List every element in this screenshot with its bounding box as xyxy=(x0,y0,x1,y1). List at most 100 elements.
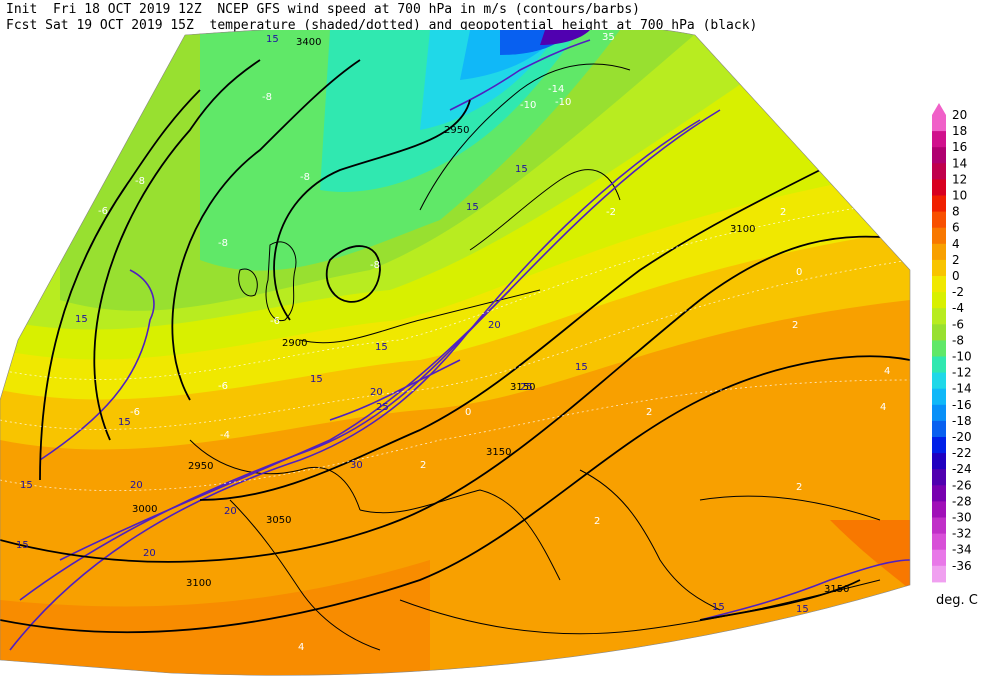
wind-contour-25 xyxy=(329,359,461,421)
height-contour-low-center xyxy=(325,245,381,303)
isotherm-b xyxy=(0,199,910,380)
legend-swatch xyxy=(932,147,946,164)
legend-label: -4 xyxy=(952,301,964,315)
legend-swatch xyxy=(932,404,946,422)
temp-band-8-east xyxy=(830,520,910,590)
legend-label: -2 xyxy=(952,285,964,299)
temp-band-m24 xyxy=(540,30,590,45)
height-contour-3050b xyxy=(199,159,841,501)
legend-label: -12 xyxy=(952,366,972,380)
height-contours xyxy=(0,59,910,634)
legend-label: 10 xyxy=(952,189,967,203)
wind-contour-15-west xyxy=(39,269,155,461)
legend-label: -24 xyxy=(952,462,972,476)
legend-swatch xyxy=(932,420,946,438)
temp-label: -8 xyxy=(300,172,310,183)
height-label: 2950 xyxy=(188,461,213,472)
temp-label: -6 xyxy=(130,407,140,418)
legend-swatch xyxy=(932,549,946,567)
temp-label: -2 xyxy=(606,207,616,218)
wind-contour-15-a xyxy=(9,119,701,651)
wind-label: 15 xyxy=(796,604,809,615)
height-label: 2900 xyxy=(282,338,307,349)
temperature-legend: 20181614121086420-2-4-6-8-10-12-14-16-18… xyxy=(932,103,972,583)
isotherm-c xyxy=(0,379,910,491)
temp-label: 0 xyxy=(796,267,802,278)
legend-label: 4 xyxy=(952,237,960,251)
temp-label: -8 xyxy=(262,92,272,103)
coast-north-sea xyxy=(299,289,541,344)
coast-iberia xyxy=(229,499,381,651)
coast-balkans xyxy=(579,469,721,611)
temp-label: -8 xyxy=(135,176,145,187)
wind-label: 25 xyxy=(520,382,533,393)
coast-black-sea xyxy=(699,495,881,521)
wind-label: 15 xyxy=(75,314,88,325)
legend-swatch xyxy=(932,517,946,535)
temp-label: 0 xyxy=(465,407,471,418)
coast-north-africa xyxy=(399,579,881,635)
height-label: 3150 xyxy=(486,447,511,458)
legend-swatch xyxy=(932,437,946,454)
temp-label: 4 xyxy=(884,366,890,377)
legend-swatch xyxy=(932,308,946,325)
wind-label: 20 xyxy=(130,480,143,491)
legend-arrow xyxy=(932,103,946,115)
legend-label: 12 xyxy=(952,172,967,186)
isotherm-a xyxy=(0,259,910,430)
height-contour-2950 xyxy=(273,99,471,321)
wind-label: 15 xyxy=(16,540,29,551)
height-label-group: 3400 2950 2900 2950 3000 3050 3100 3100 … xyxy=(132,37,849,595)
wind-label: 15 xyxy=(266,34,279,45)
coast-sweden xyxy=(469,169,621,251)
header-line-2: Fcst Sat 19 OCT 2019 15Z temperature (sh… xyxy=(6,18,757,34)
legend-label: -14 xyxy=(952,382,972,396)
wind-label: 15 xyxy=(118,417,131,428)
height-label: 3150 xyxy=(510,382,535,393)
legend-label: 6 xyxy=(952,221,960,235)
legend-label: 14 xyxy=(952,156,967,170)
temp-label: 4 xyxy=(298,642,304,653)
legend-swatch xyxy=(932,276,946,293)
wind-label: 25 xyxy=(376,402,389,413)
temp-label: 2 xyxy=(594,516,600,527)
temp-label: -14 xyxy=(548,84,564,95)
legend-label: 0 xyxy=(952,269,960,283)
legend-label: -32 xyxy=(952,527,972,541)
map-frame xyxy=(0,30,911,676)
temp-label: 2 xyxy=(780,207,786,218)
temp-label: 2 xyxy=(420,460,426,471)
legend-swatch xyxy=(932,485,946,502)
temp-label: -6 xyxy=(218,381,228,392)
legend-label: -10 xyxy=(952,350,972,364)
legend-swatch xyxy=(932,211,946,229)
wind-label: 15 xyxy=(310,374,323,385)
legend-swatch xyxy=(932,356,946,374)
legend-label: 8 xyxy=(952,205,960,219)
wind-contour-15-east xyxy=(699,559,910,621)
temp-label: -8 xyxy=(218,238,228,249)
legend-label: -22 xyxy=(952,446,972,460)
legend-swatch xyxy=(932,340,946,357)
wind-label: 35 xyxy=(602,32,615,43)
legend-label: -30 xyxy=(952,511,972,525)
legend-swatch xyxy=(932,195,946,213)
wind-label: 20 xyxy=(488,320,501,331)
legend-swatch xyxy=(932,227,946,245)
legend-swatch xyxy=(932,388,946,406)
legend-swatch xyxy=(932,259,946,277)
legend-swatch xyxy=(932,453,946,470)
height-label: 3000 xyxy=(132,504,157,515)
legend-swatch xyxy=(932,163,946,180)
temp-label: -4 xyxy=(220,430,230,441)
init-time: Init Fri 18 OCT 2019 12Z xyxy=(6,2,202,17)
wind-contours xyxy=(9,39,910,651)
temp-band-6 xyxy=(0,560,430,676)
legend-label: 18 xyxy=(952,124,967,138)
legend-label: -18 xyxy=(952,414,972,428)
legend-label: -20 xyxy=(952,430,972,444)
temp-label: 2 xyxy=(796,482,802,493)
height-contour-3100 xyxy=(0,235,910,563)
height-contour-3150-east xyxy=(699,579,861,621)
legend-label: 2 xyxy=(952,253,960,267)
